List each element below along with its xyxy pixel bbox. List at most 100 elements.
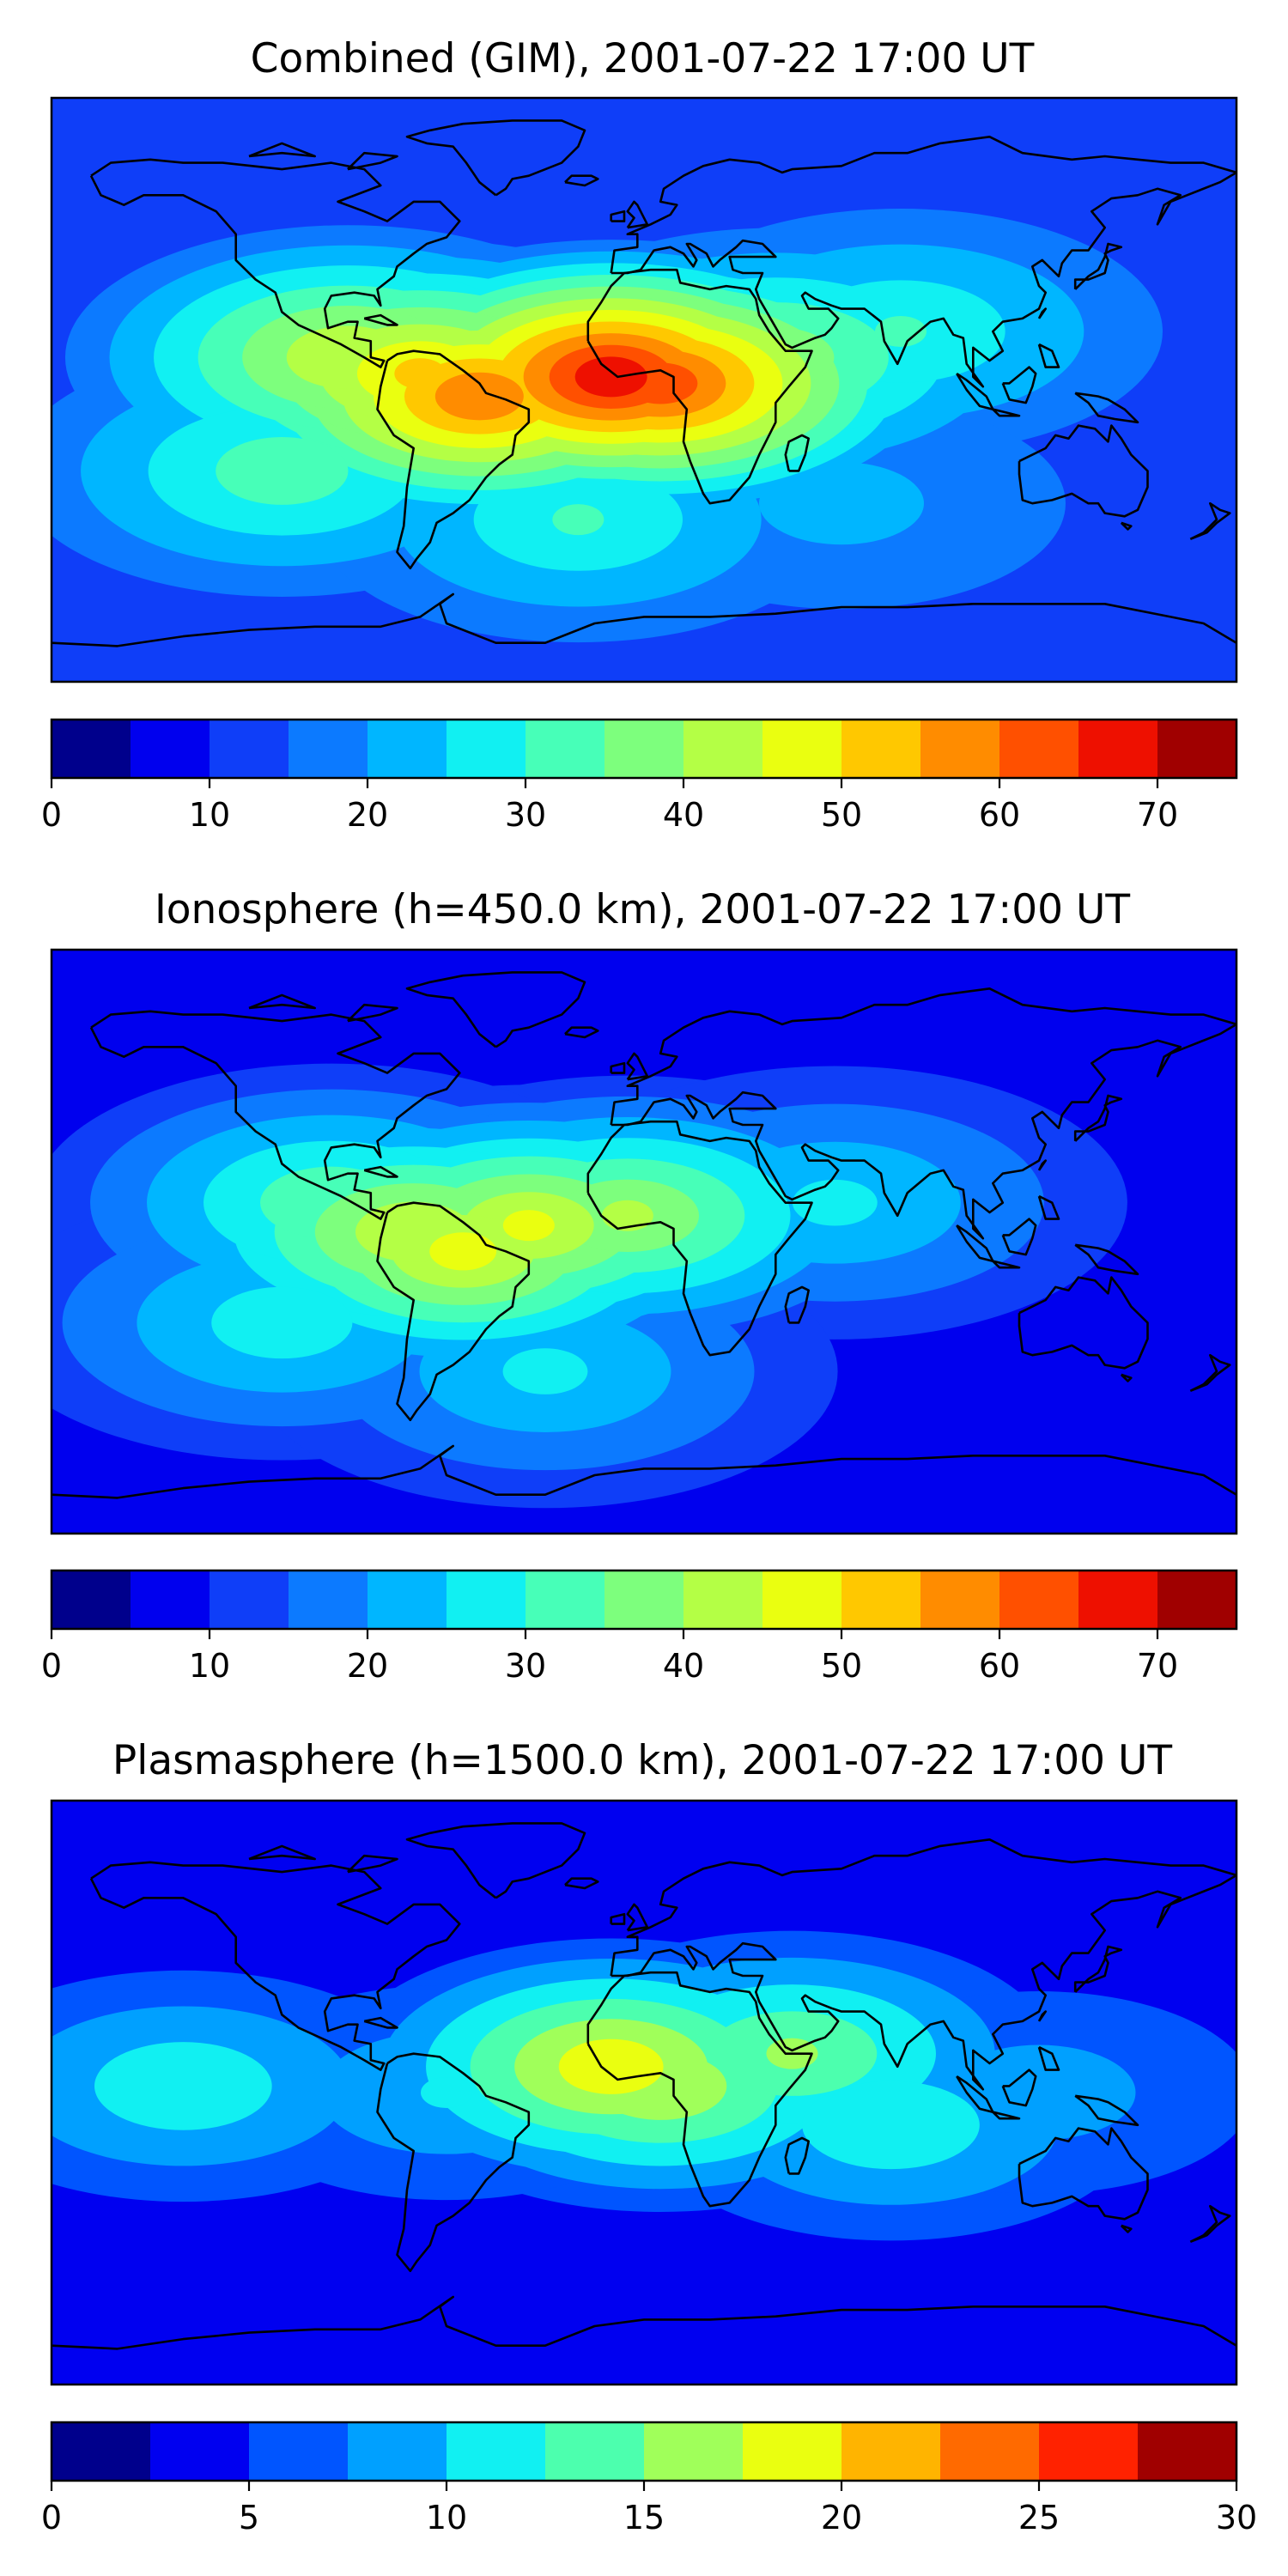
- colorbar-segment: [1138, 2422, 1237, 2481]
- colorbar-tick-label: 40: [663, 796, 704, 834]
- chart-title: Ionosphere (h=450.0 km), 2001-07-22 17:0…: [155, 886, 1130, 933]
- contour-band-indian-ocean: [802, 2081, 980, 2170]
- contour-band-india: [875, 316, 927, 347]
- colorbar-segment: [545, 2422, 645, 2481]
- map-frame: [50, 96, 1238, 683]
- coastline: [992, 1260, 1021, 1269]
- colorbar-tick-label: 15: [623, 2499, 665, 2537]
- map-frame: [50, 948, 1238, 1535]
- chart-title: Plasmasphere (h=1500.0 km), 2001-07-22 1…: [112, 1737, 1172, 1784]
- contour-band-north-south-america: [394, 358, 447, 390]
- panel-combined: Combined (GIM), 2001-07-22 17:00 UT 0 10 2…: [41, 35, 1238, 834]
- coastline: [1073, 1945, 1123, 1993]
- coastline: [1037, 307, 1047, 319]
- colorbar-tick-label: 10: [426, 2499, 467, 2537]
- colorbar: 0 10 20 30 40 50 60 70: [41, 1569, 1238, 1685]
- coastline: [610, 1061, 626, 1074]
- coastline: [1018, 424, 1149, 518]
- colorbar-segment: [52, 1571, 131, 1629]
- colorbar-segment: [150, 2422, 250, 2481]
- contour-band-south-indian-ocean: [759, 462, 924, 545]
- colorbar-segment: [605, 720, 684, 778]
- colorbar-tick-label: 50: [821, 1647, 862, 1685]
- colorbar-segment: [1157, 720, 1237, 778]
- coastline: [1189, 501, 1231, 541]
- coastline: [1120, 1373, 1133, 1382]
- coastline: [564, 1026, 599, 1039]
- contour-band-south-america: [421, 2077, 472, 2108]
- contour-band-sahara: [558, 2038, 664, 2094]
- coastline: [52, 2295, 1236, 2350]
- coastline: [784, 434, 811, 472]
- colorbar-segment: [1039, 2422, 1139, 2481]
- coastline: [1018, 1276, 1149, 1370]
- coastline: [376, 2052, 531, 2273]
- contour-band-brazil: [429, 1232, 497, 1271]
- colorbar-tick-label: 60: [979, 1647, 1020, 1685]
- contour-band-south-atlantic: [552, 504, 605, 536]
- colorbar-tick-label: 0: [41, 2499, 62, 2537]
- colorbar-tick-label: 30: [1216, 2499, 1257, 2537]
- colorbar-segment: [249, 2422, 349, 2481]
- colorbar-segment: [999, 720, 1079, 778]
- colorbar-tick-label: 70: [1137, 1647, 1178, 1685]
- colorbar-segment: [762, 720, 842, 778]
- coastline: [376, 349, 531, 570]
- coastline: [1120, 521, 1133, 531]
- colorbar-segment: [368, 720, 447, 778]
- colorbar-tick-label: 25: [1018, 2499, 1060, 2537]
- coastline: [1037, 2045, 1060, 2071]
- coastline: [52, 1444, 1236, 1499]
- contour-band-south-atlantic: [502, 1348, 588, 1394]
- coastline: [347, 1003, 398, 1023]
- colorbar-tick-label: 10: [189, 796, 230, 834]
- map-frame: [50, 1799, 1238, 2386]
- coastlines: [52, 119, 1236, 647]
- coastline: [363, 2016, 398, 2029]
- coastline: [1120, 2224, 1133, 2233]
- colorbar-segment: [447, 1571, 526, 1629]
- colorbar-segment: [526, 720, 605, 778]
- colorbar-segment: [131, 720, 210, 778]
- colorbar-segment: [841, 2422, 941, 2481]
- colorbar-segment: [762, 1571, 842, 1629]
- coastline: [586, 1120, 813, 1357]
- coastline: [610, 1838, 1236, 2091]
- colorbar-tick-label: 20: [821, 2499, 862, 2537]
- colorbar-tick-label: 0: [41, 1647, 62, 1685]
- coastline: [992, 408, 1021, 417]
- colorbar: 0 5 10 15 20 25 30: [41, 2421, 1257, 2537]
- panel-plasmasphere: Plasmasphere (h=1500.0 km), 2001-07-22 1…: [41, 1737, 1257, 2537]
- coastline: [564, 174, 599, 187]
- coastline: [784, 2136, 811, 2175]
- coastline: [784, 1285, 811, 1324]
- contour-band-indonesia: [942, 2044, 1136, 2141]
- coastline: [347, 1854, 398, 1874]
- contour-band-south-pacific: [216, 437, 349, 505]
- coastline: [405, 971, 586, 1048]
- colorbar-frame: [50, 1569, 1238, 1631]
- colorbar-tick-label: 20: [347, 1647, 388, 1685]
- colorbar-segment: [920, 720, 1000, 778]
- coastline: [405, 119, 586, 197]
- coastline: [610, 135, 1236, 388]
- colorbar-segment: [1078, 720, 1158, 778]
- coastline: [610, 210, 626, 222]
- coastline: [89, 158, 461, 368]
- coastlines: [52, 971, 1236, 1499]
- colorbar-segment: [920, 1571, 1000, 1629]
- colorbar-segment: [52, 2422, 151, 2481]
- contour-band-west-africa: [601, 1200, 653, 1231]
- coastline: [1189, 1353, 1231, 1393]
- coastline: [52, 592, 1236, 647]
- coastline: [1073, 242, 1123, 290]
- coastline: [1037, 2010, 1047, 2022]
- coastline: [610, 987, 1236, 1240]
- colorbar-tick-label: 40: [663, 1647, 704, 1685]
- coastline: [586, 1971, 813, 2208]
- coastline: [564, 1877, 599, 1890]
- coastline: [1037, 1194, 1060, 1220]
- coastline: [363, 1165, 398, 1178]
- colorbar-tick-label: 0: [41, 796, 62, 834]
